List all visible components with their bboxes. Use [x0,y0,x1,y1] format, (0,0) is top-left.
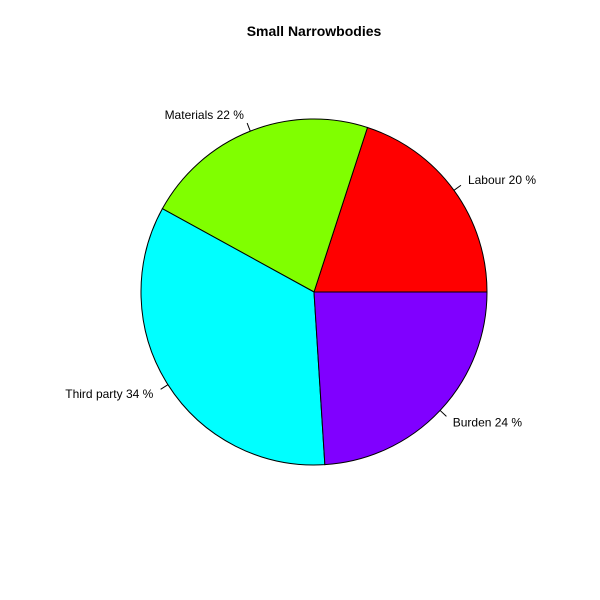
pie-label-3: Burden 24 % [453,415,523,429]
pie-slice-3 [313,291,488,466]
pie-label-1: Materials 22 % [165,108,245,122]
pie-label-2: Third party 34 % [65,387,153,401]
pie-slices [140,118,488,466]
pie-leader-0 [453,184,462,191]
pie-labels: Labour 20 % Materials 22 % Third party 34 … [65,108,536,429]
pie-leader-2 [160,384,169,390]
chart-title: Small Narrowbodies [247,23,382,39]
pie-slice-1 [161,118,369,293]
pie-label-0: Labour 20 % [468,173,536,187]
pie-leader-3 [439,410,447,417]
pie-slice-0 [313,126,488,293]
pie-slice-2 [140,207,326,466]
pie-leader-1 [246,122,251,132]
